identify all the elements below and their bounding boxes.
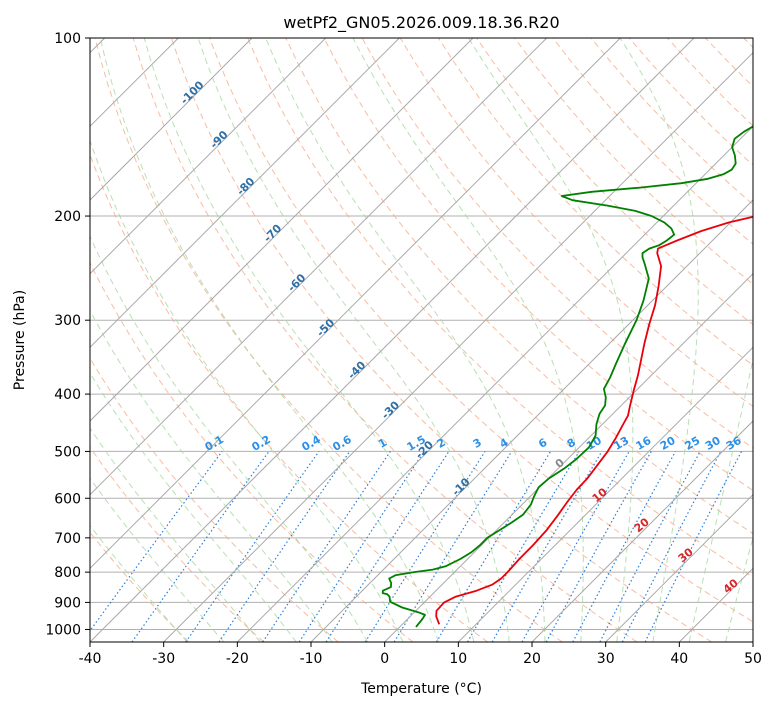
y-tick-label: 100 — [54, 31, 81, 47]
moist-adiabat-line — [619, 38, 699, 642]
y-tick-label: 800 — [54, 565, 81, 581]
mixing-ratio-line — [218, 451, 351, 642]
pressure-gridlines — [90, 38, 753, 630]
mixing-ratio-line — [325, 451, 450, 642]
isotherm-line — [90, 38, 327, 275]
y-tick-label: 600 — [54, 491, 81, 507]
y-axis-ticks: 100 200 300 400 500 600 700 800 900 1000 — [45, 31, 90, 639]
isotherm-line — [457, 346, 753, 642]
isotherm-line — [310, 199, 753, 642]
isotherm-line — [236, 125, 753, 642]
dry-adiabats — [90, 38, 753, 642]
y-tick-label: 1000 — [45, 623, 81, 639]
dry-adiabat-line — [514, 38, 753, 285]
x-tick-label: 10 — [449, 651, 467, 667]
profile-series — [381, 125, 753, 628]
moist-adiabat-line — [143, 38, 475, 642]
x-tick-label: -20 — [226, 651, 249, 667]
moist-adiabat-line — [90, 309, 333, 642]
moist-adiabat-line — [265, 38, 546, 642]
isotherm-line — [90, 38, 548, 496]
isotherm-line — [90, 38, 695, 642]
isotherm-line — [384, 272, 753, 642]
y-tick-label: 400 — [54, 387, 81, 403]
x-axis-ticks: -40 -30 -20 -10 0 10 20 30 40 50 — [79, 642, 762, 667]
dry-adiabat-line — [476, 38, 753, 326]
mixing-ratio-line — [262, 451, 391, 642]
mixing-ratio-line — [521, 451, 630, 642]
dewpoint-profile-line — [381, 125, 753, 628]
isotherm-line — [90, 38, 621, 570]
y-tick-label: 200 — [54, 209, 81, 225]
plot-frame — [89, 37, 754, 643]
moist-adiabat-line — [197, 38, 510, 642]
mixing-ratio-line — [90, 451, 223, 632]
moist-adiabats — [90, 38, 753, 642]
dry-adiabat-line — [90, 446, 264, 642]
moist-adiabat-line — [90, 427, 261, 642]
dry-adiabat-line — [94, 38, 563, 642]
moist-adiabat-line — [90, 139, 404, 642]
moist-adiabat-line — [90, 477, 225, 642]
dry-adiabat-line — [285, 38, 753, 535]
isotherm-line — [605, 493, 753, 642]
isotherm-line — [90, 38, 400, 349]
x-axis-label: Temperature (°C) — [360, 681, 482, 697]
y-tick-label: 500 — [54, 444, 81, 460]
mixing-ratio-line — [572, 451, 677, 642]
dry-adiabat-line — [209, 38, 753, 623]
y-tick-label: 700 — [54, 531, 81, 547]
mixing-ratio-line — [298, 451, 425, 642]
isotherm-line — [90, 38, 253, 201]
moist-adiabat-line — [90, 235, 369, 642]
dry-adiabat-line — [247, 38, 753, 578]
x-tick-label: -10 — [300, 651, 323, 667]
moist-adiabat-line — [90, 372, 297, 642]
moist-adiabat-line — [99, 38, 439, 642]
mixing-ratio-line — [393, 451, 513, 642]
x-tick-label: 40 — [670, 651, 688, 667]
moist-adiabat-line — [725, 535, 753, 642]
dry-adiabat-line — [90, 357, 339, 642]
x-tick-label: -40 — [79, 651, 102, 667]
mixing-ratio-line — [545, 451, 652, 642]
mixing-ratio-line — [185, 451, 320, 642]
moist-adiabat-line — [352, 38, 584, 642]
x-tick-label: -30 — [152, 651, 175, 667]
chart-title: wetPf2_GN05.2026.009.18.36.R20 — [283, 13, 559, 33]
dry-adiabat-line — [132, 38, 638, 642]
dry-adiabat-line — [170, 38, 712, 642]
isotherm-line — [90, 38, 474, 422]
moist-adiabat-line — [90, 524, 188, 642]
y-tick-label: 900 — [54, 595, 81, 611]
x-tick-label: 30 — [597, 651, 615, 667]
dry-adiabat-line — [90, 261, 414, 642]
x-tick-label: 20 — [523, 651, 541, 667]
temperature-profile-line — [435, 215, 753, 625]
y-tick-label: 300 — [54, 313, 81, 329]
moist-adiabat-line — [688, 356, 753, 642]
y-axis-label: Pressure (hPa) — [12, 290, 28, 390]
dry-adiabat-line — [323, 38, 753, 492]
x-tick-label: 0 — [380, 651, 389, 667]
mixing-ratio-line — [644, 451, 743, 642]
mixing-ratio-line — [621, 451, 722, 642]
isotherm-line — [163, 51, 753, 642]
isotherms — [90, 38, 753, 642]
x-tick-label: 50 — [744, 651, 762, 667]
isotherm-line — [531, 420, 753, 642]
